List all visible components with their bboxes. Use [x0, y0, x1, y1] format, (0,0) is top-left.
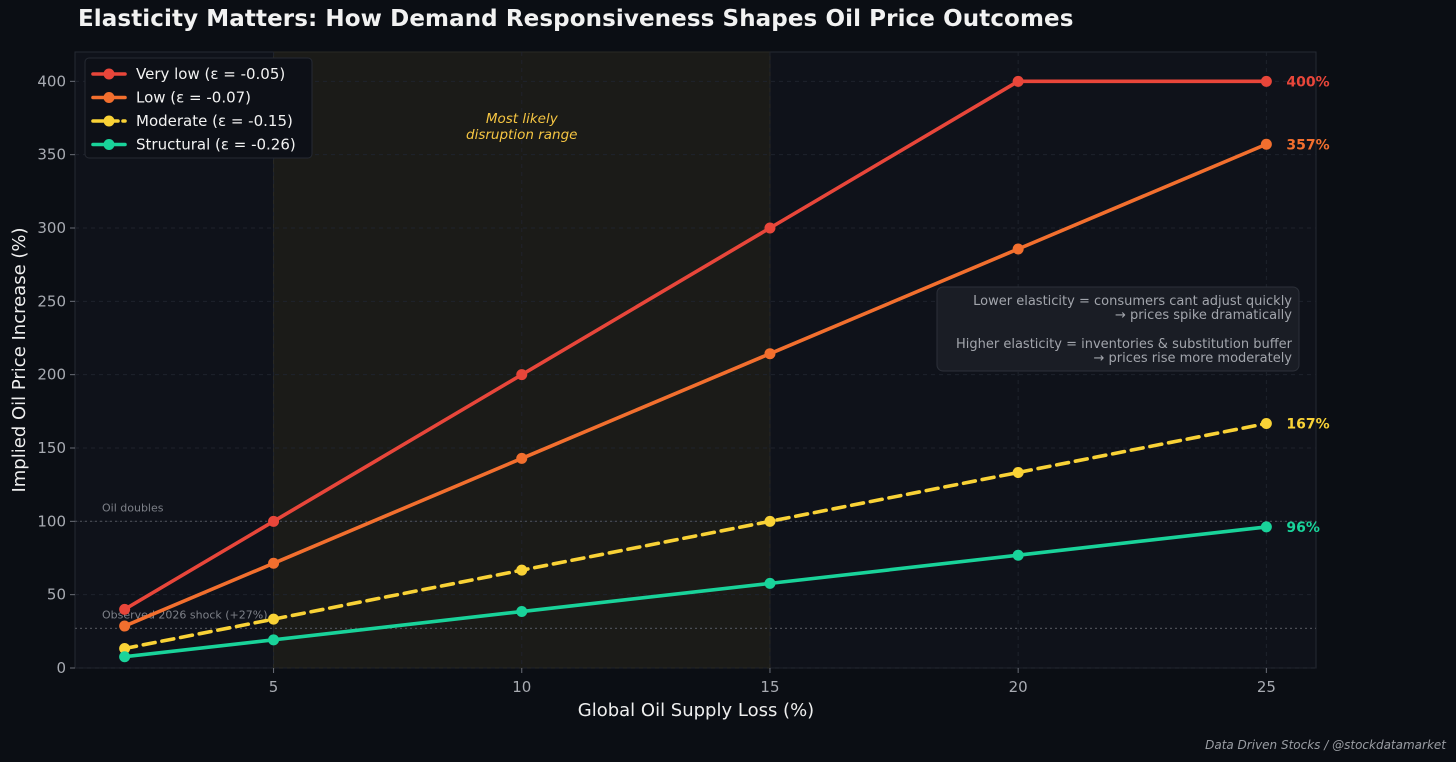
series-line — [122, 421, 1269, 651]
credit-text: Data Driven Stocks / @stockdatamarket — [1205, 738, 1446, 752]
x-tick-label: 25 — [1257, 678, 1276, 696]
x-tick-label: 5 — [269, 678, 279, 696]
series-group: 400% — [119, 74, 1330, 615]
x-tick-label: 15 — [760, 678, 779, 696]
series-line — [122, 525, 1269, 659]
data-point — [119, 603, 131, 615]
note-line-4: → prices rise more moderately — [1093, 351, 1292, 366]
y-tick-label: 200 — [37, 366, 66, 384]
legend: Very low (ε = -0.05) Low (ε = -0.07) Moder… — [84, 57, 313, 159]
data-point — [1012, 243, 1024, 255]
data-point — [1260, 138, 1272, 150]
y-tick-label: 400 — [37, 72, 66, 90]
chart-title: Elasticity Matters: How Demand Responsiv… — [78, 6, 1074, 32]
data-point — [268, 634, 280, 646]
x-tick-label: 10 — [512, 678, 531, 696]
axes: 0 50 100 150 200 250 300 350 400 5 10 15 20 25 — [37, 72, 1276, 696]
data-point — [119, 620, 131, 632]
legend-label: Low (ε = -0.07) — [136, 89, 251, 107]
data-point — [516, 452, 528, 464]
note-box-bg — [936, 286, 1300, 372]
data-point — [764, 515, 776, 527]
y-axis-label: Implied Oil Price Increase (%) — [9, 227, 30, 492]
legend-label: Structural (ε = -0.26) — [136, 136, 296, 154]
elasticity-note-box: Lower elasticity = consumers cant adjust… — [936, 286, 1300, 372]
data-point — [764, 577, 776, 589]
data-point — [1260, 75, 1272, 87]
note-line-1: Lower elasticity = consumers cant adjust… — [973, 294, 1292, 309]
data-point — [1012, 75, 1024, 87]
data-point — [764, 222, 776, 234]
series-line — [122, 79, 1269, 612]
data-point — [1012, 466, 1024, 478]
end-value-label: 167% — [1286, 417, 1329, 433]
y-tick-label: 0 — [56, 659, 66, 677]
data-point — [1260, 521, 1272, 533]
series-group: 357% — [119, 137, 1330, 632]
y-tick-label: 350 — [37, 146, 66, 164]
x-axis-label: Global Oil Supply Loss (%) — [578, 700, 814, 721]
data-point — [119, 651, 131, 663]
y-tick-label: 50 — [47, 586, 66, 604]
y-tick-label: 300 — [37, 219, 66, 237]
x-tick-label: 20 — [1009, 678, 1028, 696]
series-line — [122, 142, 1269, 628]
data-point — [268, 557, 280, 569]
legend-marker — [103, 115, 115, 127]
series-layer: 400% 357% 167% 96% — [119, 74, 1330, 663]
data-point — [516, 564, 528, 576]
series-group: 96% — [119, 520, 1320, 663]
data-point — [119, 642, 131, 654]
shaded-range-label-line1: Most likely — [486, 111, 559, 127]
end-value-label: 96% — [1286, 520, 1320, 536]
end-value-label: 400% — [1286, 74, 1329, 90]
y-tick-label: 150 — [37, 439, 66, 457]
legend-marker — [103, 139, 115, 150]
data-point — [516, 606, 528, 618]
note-line-3: Higher elasticity = inventories & substi… — [956, 337, 1293, 352]
legend-marker — [103, 92, 115, 103]
data-point — [1260, 418, 1272, 430]
data-point — [516, 369, 528, 381]
reference-line-label: Oil doubles — [102, 501, 164, 514]
legend-marker — [103, 68, 115, 80]
series-group: 167% — [119, 417, 1330, 654]
note-line-2: → prices spike dramatically — [1115, 308, 1292, 323]
data-point — [268, 515, 280, 527]
legend-box — [84, 57, 313, 159]
shaded-range-label-line2: disruption range — [466, 127, 577, 143]
y-tick-label: 250 — [37, 292, 66, 310]
data-point — [764, 348, 776, 360]
legend-label: Moderate (ε = -0.15) — [136, 112, 293, 130]
end-value-label: 357% — [1286, 137, 1329, 153]
data-point — [268, 613, 280, 625]
data-point — [1012, 549, 1024, 561]
y-tick-label: 100 — [37, 512, 66, 530]
legend-label: Very low (ε = -0.05) — [136, 65, 285, 83]
